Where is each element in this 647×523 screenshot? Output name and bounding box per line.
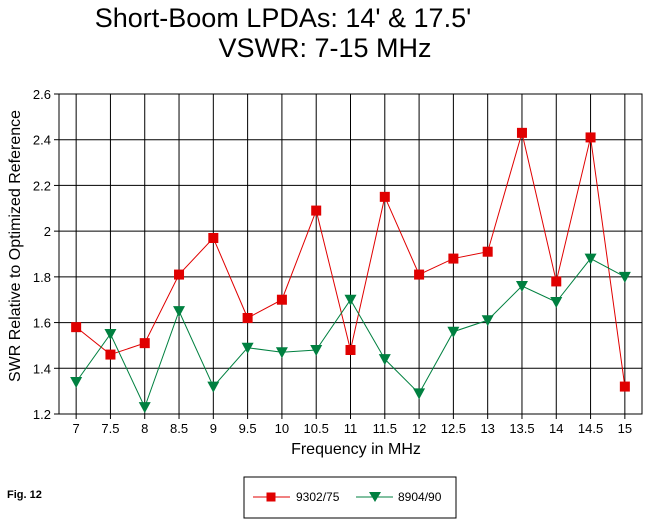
data-point-series-1-13 bbox=[516, 127, 527, 138]
data-point-series-2-3 bbox=[173, 306, 186, 318]
x-tick-label-9: 11.5 bbox=[373, 421, 397, 436]
y-tick-label-6: 2.4 bbox=[33, 133, 51, 148]
data-point-series-1-6 bbox=[276, 294, 287, 305]
x-tick-label-16: 15 bbox=[618, 421, 632, 436]
x-tick-label-2: 8 bbox=[141, 421, 148, 436]
data-point-series-2-13 bbox=[515, 281, 528, 292]
x-tick-label-12: 13 bbox=[480, 421, 494, 436]
y-tick-label-2: 1.6 bbox=[33, 316, 51, 331]
data-point-series-1-4 bbox=[208, 233, 219, 243]
data-point-series-1-12 bbox=[482, 246, 493, 257]
data-point-series-1-5 bbox=[242, 313, 253, 323]
x-tick-label-5: 9.5 bbox=[239, 421, 257, 436]
figure-label: Fig. 12 bbox=[7, 489, 42, 501]
x-tick-label-7: 10.5 bbox=[304, 421, 329, 436]
x-tick-label-10: 12 bbox=[412, 421, 426, 436]
data-point-series-2-5 bbox=[241, 342, 254, 354]
data-point-series-2-8 bbox=[344, 294, 357, 306]
data-point-series-2-6 bbox=[275, 347, 288, 359]
data-point-series-2-0 bbox=[70, 377, 83, 388]
x-tick-label-3: 8.5 bbox=[170, 421, 188, 436]
legend-label-series-1: 9302/75 bbox=[296, 490, 340, 504]
data-point-series-1-10 bbox=[414, 269, 425, 280]
data-point-series-1-14 bbox=[551, 276, 562, 287]
chart-title-line2: VSWR: 7-15 MHz bbox=[218, 33, 431, 63]
data-point-series-2-2 bbox=[138, 402, 151, 414]
y-tick-label-5: 2.2 bbox=[33, 178, 51, 193]
data-point-series-1-11 bbox=[448, 253, 459, 264]
data-point-series-1-2 bbox=[139, 338, 150, 349]
x-tick-label-15: 14.5 bbox=[578, 421, 603, 436]
x-tick-label-13: 13.5 bbox=[509, 421, 534, 436]
x-axis-ticks: 7 7.5 8 8.5 9 9.5 10 10.5 11 11.5 12 12.5 13 13.5 14 14… bbox=[73, 414, 632, 436]
y-axis-ticks: 1.2 1.4 1.6 1.8 2 2.2 2.4 2.6 bbox=[33, 87, 59, 422]
legend-marker-series-2 bbox=[369, 492, 381, 502]
legend-marker-series-1 bbox=[266, 492, 276, 502]
data-point-series-2-12 bbox=[481, 315, 494, 327]
data-point-series-2-15 bbox=[584, 253, 597, 265]
data-point-series-1-15 bbox=[585, 132, 596, 143]
data-point-series-1-1 bbox=[105, 349, 116, 360]
data-point-series-2-14 bbox=[550, 297, 563, 308]
x-axis-label: Frequency in MHz bbox=[291, 441, 421, 458]
chart-title-line1: Short-Boom LPDAs: 14' & 17.5' bbox=[95, 3, 472, 33]
data-point-series-2-1 bbox=[104, 329, 117, 340]
x-tick-label-8: 11 bbox=[344, 421, 358, 436]
y-tick-label-0: 1.2 bbox=[33, 407, 51, 422]
data-point-series-2-10 bbox=[413, 388, 426, 400]
data-point-series-1-8 bbox=[345, 345, 356, 355]
x-tick-label-14: 14 bbox=[549, 421, 563, 436]
x-tick-label-1: 7.5 bbox=[101, 421, 119, 436]
x-tick-label-11: 12.5 bbox=[441, 421, 466, 436]
data-point-series-1-0 bbox=[71, 322, 82, 333]
data-point-series-2-16 bbox=[618, 271, 631, 283]
data-point-series-2-11 bbox=[447, 326, 460, 338]
y-tick-label-1: 1.4 bbox=[33, 361, 51, 376]
y-tick-label-7: 2.6 bbox=[33, 87, 51, 102]
grid bbox=[59, 93, 642, 415]
data-point-series-2-7 bbox=[310, 345, 323, 356]
y-tick-label-4: 2 bbox=[44, 224, 51, 239]
x-tick-label-4: 9 bbox=[210, 421, 217, 436]
x-tick-label-6: 10 bbox=[275, 421, 289, 436]
y-axis-label: SWR Relative to Optimized Reference bbox=[7, 110, 24, 382]
legend: 9302/75 8904/90 bbox=[243, 476, 457, 519]
data-point-series-2-4 bbox=[207, 381, 220, 393]
x-tick-label-0: 7 bbox=[73, 421, 80, 436]
data-point-series-1-3 bbox=[174, 269, 185, 280]
legend-label-series-2: 8904/90 bbox=[398, 490, 442, 504]
data-point-series-1-16 bbox=[619, 381, 630, 392]
data-point-series-1-7 bbox=[311, 205, 322, 216]
series-group bbox=[70, 127, 631, 414]
data-point-series-1-9 bbox=[379, 191, 390, 202]
y-tick-label-3: 1.8 bbox=[33, 270, 51, 285]
data-point-series-2-9 bbox=[378, 354, 391, 366]
